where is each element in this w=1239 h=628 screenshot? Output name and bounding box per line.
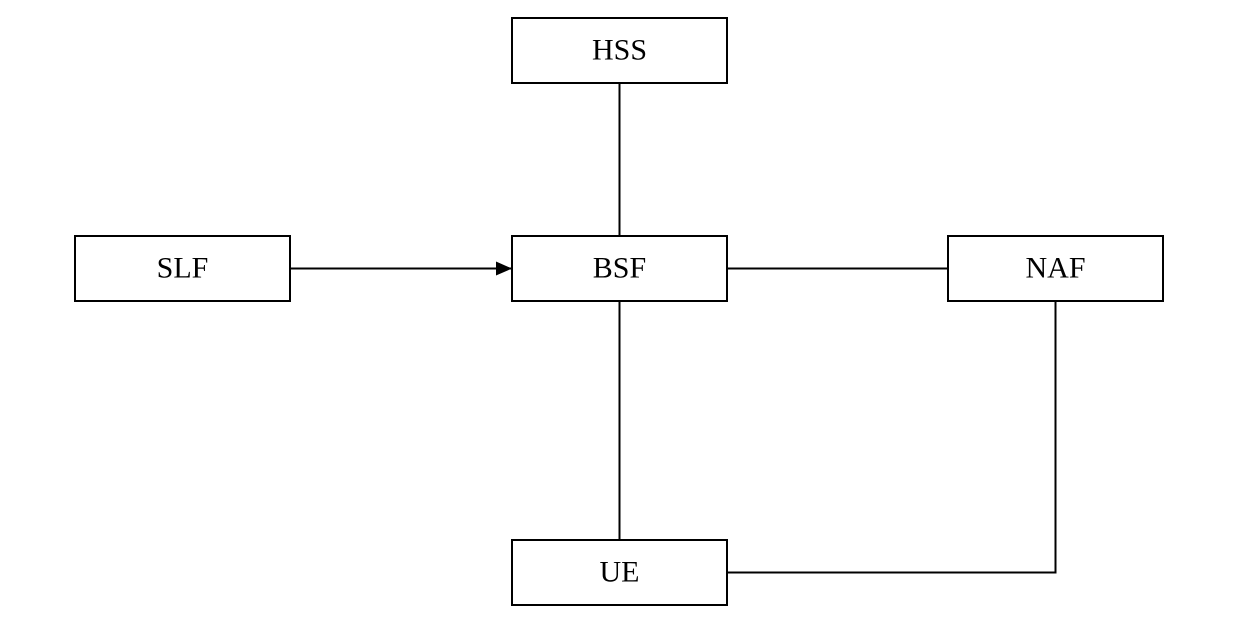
node-naf-label: NAF bbox=[1025, 251, 1085, 284]
node-hss: HSS bbox=[512, 18, 727, 83]
node-naf: NAF bbox=[948, 236, 1163, 301]
node-slf-label: SLF bbox=[157, 251, 209, 284]
node-slf: SLF bbox=[75, 236, 290, 301]
node-bsf: BSF bbox=[512, 236, 727, 301]
edges-layer bbox=[290, 83, 1056, 573]
node-bsf-label: BSF bbox=[593, 251, 646, 284]
edge-slf-bsf-arrowhead-icon bbox=[496, 262, 512, 276]
node-ue-label: UE bbox=[600, 555, 640, 588]
node-hss-label: HSS bbox=[592, 33, 647, 66]
diagram-canvas: HSS SLF BSF NAF UE bbox=[0, 0, 1239, 628]
edge-naf-ue bbox=[727, 301, 1056, 573]
node-ue: UE bbox=[512, 540, 727, 605]
